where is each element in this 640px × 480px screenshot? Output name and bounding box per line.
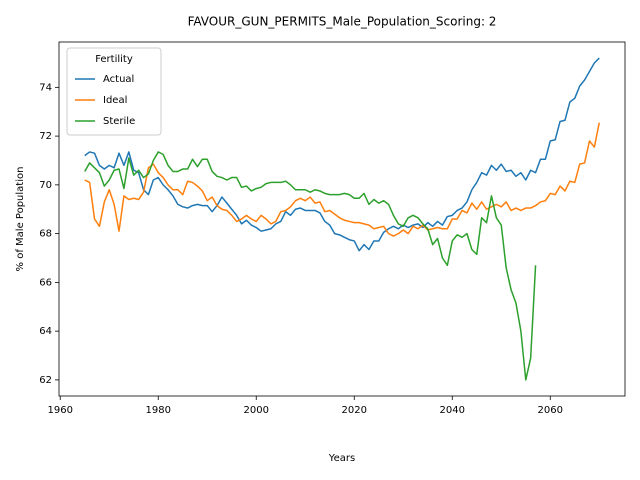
y-tick-label: 74 <box>39 82 52 93</box>
x-tick-label: 2040 <box>440 405 465 416</box>
x-tick-label: 2000 <box>244 405 269 416</box>
y-tick-label: 64 <box>39 326 52 337</box>
legend: Fertility Actual Ideal Sterile <box>66 47 162 136</box>
y-axis-label: % of Male Population <box>15 167 26 272</box>
chart-title: FAVOUR_GUN_PERMITS_Male_Population_Scori… <box>188 15 497 29</box>
x-axis-label: Years <box>328 453 355 464</box>
series-line <box>84 122 601 237</box>
x-tick-label: 1960 <box>47 405 72 416</box>
y-tick-label: 66 <box>39 277 52 288</box>
series-line <box>84 57 600 252</box>
axes-frame <box>58 41 626 397</box>
legend-title: Fertility <box>95 54 133 65</box>
x-tick-label: 2060 <box>538 405 563 416</box>
legend-box <box>66 47 162 136</box>
legend-label: Actual <box>103 74 134 85</box>
series-line <box>84 151 537 381</box>
y-tick-label: 72 <box>39 131 52 142</box>
y-tick-label: 62 <box>39 375 52 386</box>
y-tick-label: 68 <box>39 229 52 240</box>
x-tick-label: 2020 <box>342 405 367 416</box>
y-tick-label: 70 <box>39 180 52 191</box>
x-tick-label: 1980 <box>146 405 171 416</box>
legend-label: Ideal <box>103 95 127 106</box>
legend-label: Sterile <box>103 116 135 127</box>
plot-area <box>84 57 601 381</box>
